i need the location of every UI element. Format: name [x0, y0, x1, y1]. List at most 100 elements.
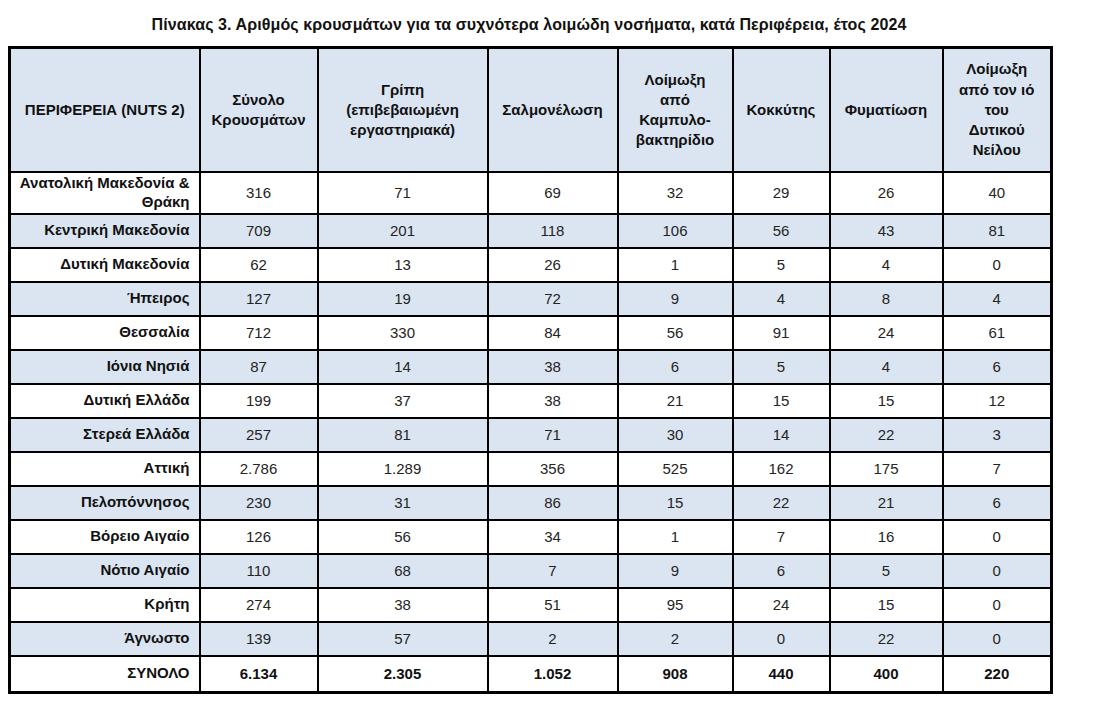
value-cell: 21 [830, 486, 943, 520]
value-cell: 162 [733, 452, 830, 486]
value-cell: 68 [318, 554, 488, 588]
value-cell: 57 [318, 622, 488, 656]
column-header-campylobacter: Λοίμωξη από Καμπυλο- βακτηρίδιο [618, 48, 733, 173]
region-cell: Δυτική Ελλάδα [10, 384, 200, 418]
value-cell: 24 [830, 316, 943, 350]
value-cell: 440 [733, 656, 830, 693]
value-cell: 21 [618, 384, 733, 418]
value-cell: 14 [318, 350, 488, 384]
total-row: ΣΥΝΟΛΟ6.1342.3051.052908440400220 [10, 656, 1052, 693]
column-header-salmonellosis: Σαλμονέλωση [488, 48, 618, 173]
value-cell: 175 [830, 452, 943, 486]
value-cell: 16 [830, 520, 943, 554]
value-cell: 19 [318, 282, 488, 316]
value-cell: 30 [618, 418, 733, 452]
value-cell: 95 [618, 588, 733, 622]
value-cell: 56 [618, 316, 733, 350]
value-cell: 274 [200, 588, 318, 622]
column-header-west-nile-virus: Λοίμωξη από τον ιό του Δυτικού Νείλου [943, 48, 1052, 173]
value-cell: 14 [733, 418, 830, 452]
table-row: Άγνωστο13957220220 [10, 622, 1052, 656]
region-cell: Βόρειο Αιγαίο [10, 520, 200, 554]
column-header-pertussis: Κοκκύτης [733, 48, 830, 173]
table-row: Ήπειρος12719729484 [10, 282, 1052, 316]
table-row: Στερεά Ελλάδα25781713014223 [10, 418, 1052, 452]
value-cell: 81 [943, 214, 1052, 248]
value-cell: 7 [943, 452, 1052, 486]
value-cell: 4 [830, 248, 943, 282]
value-cell: 0 [943, 622, 1052, 656]
region-cell: Ανατολική Μακεδονία & Θράκη [10, 172, 200, 214]
value-cell: 118 [488, 214, 618, 248]
region-cell: Δυτική Μακεδονία [10, 248, 200, 282]
value-cell: 69 [488, 172, 618, 214]
table-row: Κρήτη27438519524150 [10, 588, 1052, 622]
value-cell: 31 [318, 486, 488, 520]
region-cell: Αττική [10, 452, 200, 486]
table-caption: Πίνακας 3. Αριθμός κρουσμάτων για τα συχ… [8, 16, 1050, 34]
value-cell: 9 [618, 554, 733, 588]
value-cell: 356 [488, 452, 618, 486]
column-header-tuberculosis: Φυματίωση [830, 48, 943, 173]
value-cell: 91 [733, 316, 830, 350]
value-cell: 2.305 [318, 656, 488, 693]
value-cell: 8 [830, 282, 943, 316]
value-cell: 22 [830, 418, 943, 452]
value-cell: 81 [318, 418, 488, 452]
value-cell: 26 [488, 248, 618, 282]
value-cell: 38 [488, 350, 618, 384]
value-cell: 43 [830, 214, 943, 248]
value-cell: 0 [943, 248, 1052, 282]
value-cell: 5 [733, 350, 830, 384]
table-row: Πελοπόννησος23031861522216 [10, 486, 1052, 520]
region-cell: Κεντρική Μακεδονία [10, 214, 200, 248]
value-cell: 40 [943, 172, 1052, 214]
value-cell: 106 [618, 214, 733, 248]
value-cell: 316 [200, 172, 318, 214]
value-cell: 38 [488, 384, 618, 418]
value-cell: 230 [200, 486, 318, 520]
value-cell: 127 [200, 282, 318, 316]
value-cell: 2 [618, 622, 733, 656]
value-cell: 71 [318, 172, 488, 214]
value-cell: 6 [733, 554, 830, 588]
value-cell: 257 [200, 418, 318, 452]
value-cell: 34 [488, 520, 618, 554]
column-header-total-cases: Σύνολο Κρουσμάτων [200, 48, 318, 173]
value-cell: 4 [830, 350, 943, 384]
table-body: Ανατολική Μακεδονία & Θράκη3167169322926… [10, 172, 1052, 692]
region-cell: Κρήτη [10, 588, 200, 622]
value-cell: 56 [318, 520, 488, 554]
value-cell: 4 [733, 282, 830, 316]
value-cell: 26 [830, 172, 943, 214]
value-cell: 525 [618, 452, 733, 486]
value-cell: 110 [200, 554, 318, 588]
column-header-region: ΠΕΡΙΦΕΡΕΙΑ (NUTS 2) [10, 48, 200, 173]
value-cell: 15 [830, 384, 943, 418]
value-cell: 0 [943, 554, 1052, 588]
region-cell: ΣΥΝΟΛΟ [10, 656, 200, 693]
value-cell: 1.052 [488, 656, 618, 693]
value-cell: 1 [618, 520, 733, 554]
table-row: Θεσσαλία7123308456912461 [10, 316, 1052, 350]
value-cell: 0 [943, 520, 1052, 554]
table-row: Αττική2.7861.2893565251621757 [10, 452, 1052, 486]
region-cell: Στερεά Ελλάδα [10, 418, 200, 452]
cases-by-region-table: ΠΕΡΙΦΕΡΕΙΑ (NUTS 2) Σύνολο Κρουσμάτων Γρ… [8, 46, 1053, 694]
value-cell: 24 [733, 588, 830, 622]
table-row: Νότιο Αιγαίο1106879650 [10, 554, 1052, 588]
region-cell: Νότιο Αιγαίο [10, 554, 200, 588]
value-cell: 0 [943, 588, 1052, 622]
value-cell: 86 [488, 486, 618, 520]
value-cell: 6 [618, 350, 733, 384]
value-cell: 6 [943, 486, 1052, 520]
table-row: Δυτική Μακεδονία6213261540 [10, 248, 1052, 282]
value-cell: 22 [733, 486, 830, 520]
value-cell: 38 [318, 588, 488, 622]
value-cell: 87 [200, 350, 318, 384]
table-row: Ανατολική Μακεδονία & Θράκη3167169322926… [10, 172, 1052, 214]
value-cell: 1 [618, 248, 733, 282]
region-cell: Άγνωστο [10, 622, 200, 656]
table-row: Βόρειο Αιγαίο126563417160 [10, 520, 1052, 554]
value-cell: 199 [200, 384, 318, 418]
